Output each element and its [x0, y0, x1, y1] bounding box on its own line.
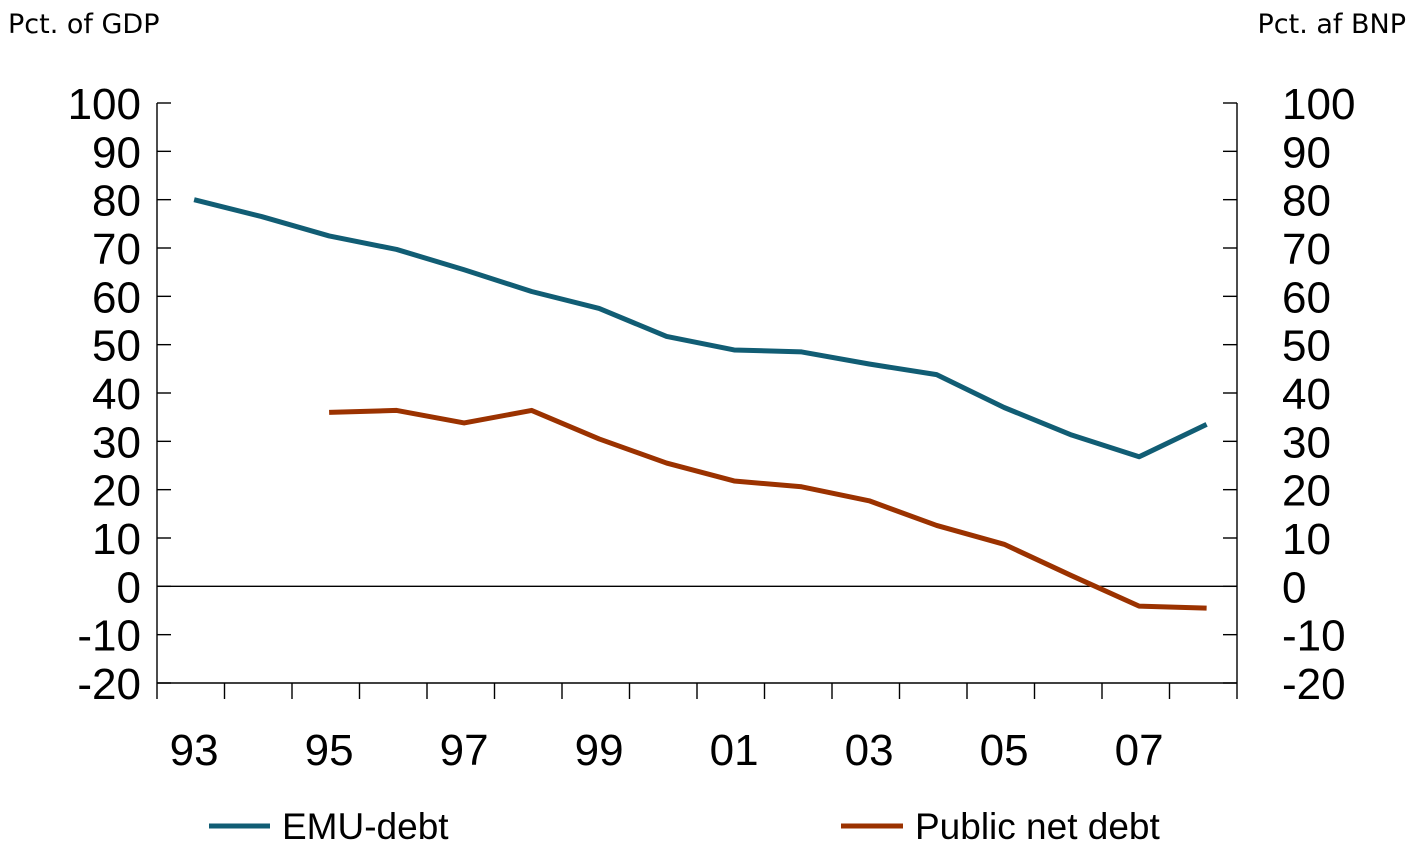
left-y-tick-label: 60	[92, 273, 141, 322]
left-y-tick-label: 40	[92, 370, 141, 419]
right-axis-unit-label: Pct. af BNP	[1257, 9, 1406, 40]
right-y-tick-label: -20	[1282, 660, 1346, 709]
axes-layer	[156, 103, 1238, 684]
x-tick-label: 07	[1115, 726, 1164, 775]
left-y-tick-label: 20	[92, 467, 141, 516]
right-y-tick-label: 100	[1282, 80, 1355, 129]
legend-item-public-net-debt: Public net debt	[841, 806, 1161, 843]
left-y-tick-label: 100	[68, 80, 141, 129]
x-tick-label: 01	[710, 726, 759, 775]
left-y-tick-label: 90	[92, 128, 141, 177]
left-y-tick-label: 80	[92, 177, 141, 226]
series-layer	[193, 197, 1208, 611]
right-y-tick-label: 60	[1282, 273, 1331, 322]
right-y-tick-label: 10	[1282, 515, 1331, 564]
right-y-tick-label: 70	[1282, 225, 1331, 274]
left-y-tick-label: 50	[92, 322, 141, 371]
left-y-tick-label: -20	[77, 660, 141, 709]
public-net-debt-line	[329, 407, 1207, 611]
x-tick-label: 03	[845, 726, 894, 775]
x-tick-label: 95	[305, 726, 354, 775]
left-y-tick-label: 70	[92, 225, 141, 274]
x-tick-label: 05	[980, 726, 1029, 775]
legend: EMU-debt Public net debt	[209, 806, 1161, 843]
right-y-tick-label: -10	[1282, 612, 1346, 661]
emu-debt-line	[193, 197, 1208, 460]
x-tick-label: 97	[440, 726, 489, 775]
x-tick-label: 93	[170, 726, 219, 775]
right-y-tick-label: 50	[1282, 322, 1331, 371]
legend-item-emu-debt: EMU-debt	[209, 806, 449, 843]
right-y-tick-label: 40	[1282, 370, 1331, 419]
right-y-tick-label: 80	[1282, 177, 1331, 226]
legend-label-emu-debt: EMU-debt	[282, 806, 449, 843]
left-y-tick-label: 0	[117, 563, 141, 612]
right-y-tick-label: 20	[1282, 467, 1331, 516]
left-y-tick-label: -10	[77, 612, 141, 661]
left-y-tick-label: 10	[92, 515, 141, 564]
right-y-tick-label: 30	[1282, 418, 1331, 467]
left-axis-unit-label: Pct. of GDP	[8, 9, 159, 40]
right-y-tick-label: 0	[1282, 563, 1306, 612]
x-tick-label: 99	[575, 726, 624, 775]
tick-mark-layer	[156, 102, 1238, 699]
right-y-tick-label: 90	[1282, 128, 1331, 177]
left-y-tick-label: 30	[92, 418, 141, 467]
legend-label-public-net-debt: Public net debt	[915, 806, 1161, 843]
